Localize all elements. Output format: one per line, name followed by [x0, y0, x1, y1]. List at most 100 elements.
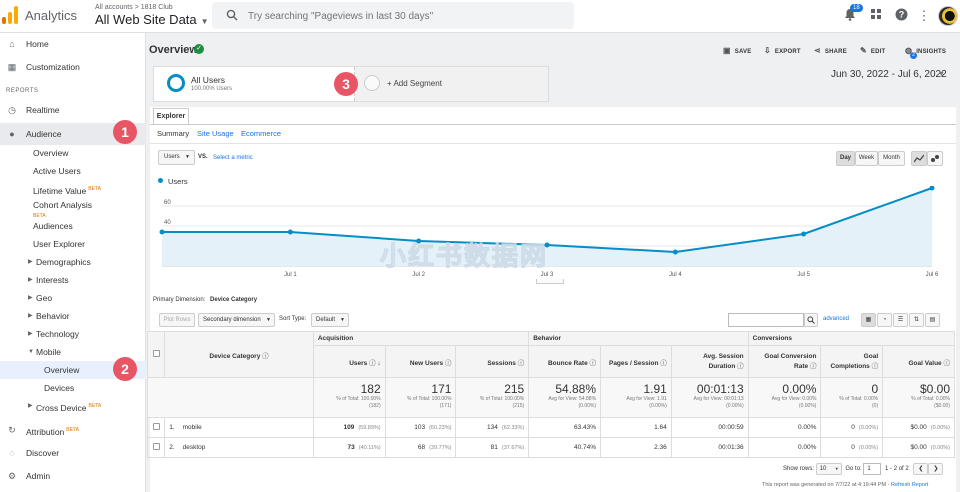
data-point[interactable]	[287, 229, 293, 235]
analytics-logo-icon[interactable]	[2, 6, 18, 24]
sidebar-item-user-explorer[interactable]: User Explorer	[33, 239, 85, 249]
data-point[interactable]	[159, 229, 165, 235]
table-view-icon[interactable]: ▦	[861, 313, 876, 327]
secondary-dimension-select[interactable]: Secondary dimension ▼	[198, 313, 275, 327]
pie-view-icon[interactable]: ◔	[877, 313, 892, 327]
col-goal-completions[interactable]: Goal Completions ⓘ	[820, 345, 884, 378]
sidebar-item-lifetime-value[interactable]: Lifetime Value BETA	[33, 185, 101, 196]
sidebar-item-cross-device[interactable]: ▶ Cross Device BETA	[0, 397, 146, 415]
granularity-week-button[interactable]: Week	[855, 151, 878, 166]
caret-down-icon[interactable]: ▼	[938, 71, 945, 78]
sidebar-item-home[interactable]: ⌂ Home	[0, 35, 146, 53]
row-checkbox[interactable]	[152, 443, 160, 450]
sidebar-item-admin[interactable]: ⚙ Admin	[0, 467, 146, 485]
segment-name[interactable]: All Users	[191, 75, 226, 85]
subtab-site-usage[interactable]: Site Usage	[197, 129, 234, 138]
row-dimension-link[interactable]: desktop	[182, 444, 206, 451]
select-all-checkbox[interactable]	[152, 350, 160, 357]
date-range-picker[interactable]: Jun 30, 2022 - Jul 6, 2022	[831, 69, 947, 80]
data-point[interactable]	[416, 238, 422, 244]
beta-badge: BETA	[88, 186, 101, 192]
sidebar-item-audience-overview[interactable]: Overview	[33, 148, 69, 158]
sidebar-item-geo[interactable]: ▶ Geo	[0, 289, 146, 307]
sidebar-item-cohort-analysis[interactable]: Cohort Analysis BETA	[33, 200, 93, 219]
dimension-header[interactable]: Device Category ⓘ	[164, 331, 314, 378]
granularity-month-button[interactable]: Month	[878, 151, 905, 166]
goto-page-input[interactable]: 1	[863, 463, 882, 475]
advanced-filter-link[interactable]: advanced	[823, 316, 850, 322]
view-selector[interactable]: All Web Site Data ▼	[95, 12, 209, 27]
col-new-users[interactable]: New Users ⓘ	[384, 345, 457, 378]
data-point[interactable]	[544, 242, 550, 248]
sidebar-item-attribution[interactable]: ↻ Attribution BETA	[0, 421, 146, 439]
sidebar-item-realtime[interactable]: ◷ Realtime	[0, 101, 146, 119]
share-button[interactable]: ⋖ SHARE	[814, 46, 847, 55]
sidebar-item-audiences[interactable]: Audiences	[33, 221, 73, 231]
sidebar-item-mobile-overview[interactable]: Overview	[0, 361, 146, 379]
motion-chart-toggle-icon[interactable]	[927, 151, 943, 166]
divider	[150, 143, 956, 144]
subtab-ecommerce[interactable]: Ecommerce	[241, 129, 282, 138]
col-pages-per-session[interactable]: Pages / Session ⓘ	[600, 345, 672, 378]
row-checkbox-cell[interactable]	[146, 417, 166, 438]
pivot-view-icon[interactable]: ▤	[925, 313, 940, 327]
help-icon[interactable]: ?	[893, 8, 909, 24]
sort-type-select[interactable]: Default ▼	[311, 313, 349, 327]
chart-resize-handle[interactable]	[536, 279, 564, 284]
plot-rows-button[interactable]: Plot Rows	[159, 313, 195, 327]
row-dimension-link[interactable]: mobile	[182, 424, 202, 431]
row-checkbox-cell[interactable]	[146, 437, 166, 458]
data-point[interactable]	[672, 249, 678, 255]
select-all-checkbox-cell[interactable]	[146, 331, 166, 378]
avatar[interactable]	[938, 6, 958, 26]
line-chart-toggle-icon[interactable]	[911, 151, 927, 166]
table-search-input[interactable]	[728, 313, 804, 327]
sidebar-item-active-users[interactable]: Active Users	[33, 166, 81, 176]
export-button[interactable]: ⇩ EXPORT	[764, 46, 801, 55]
sidebar-item-customization[interactable]: ▦ Customization	[0, 58, 146, 76]
performance-view-icon[interactable]: ☰	[893, 313, 908, 327]
sidebar-item-audience[interactable]: ● Audience	[0, 123, 146, 145]
insights-button[interactable]: ◍ INSIGHTS	[905, 46, 947, 55]
next-page-icon[interactable]: ❯	[928, 463, 944, 475]
row-dimension-cell: 1. mobile	[164, 417, 314, 438]
data-point[interactable]	[801, 231, 807, 237]
comparison-view-icon[interactable]: ⇅	[909, 313, 924, 327]
sidebar-item-technology[interactable]: ▶ Technology	[0, 325, 146, 343]
breadcrumb[interactable]: All accounts > 1818 Club	[95, 4, 173, 11]
col-goal-conversion-rate[interactable]: Goal Conversion Rate ⓘ	[747, 345, 822, 378]
show-rows-select[interactable]: 10 ▼	[815, 463, 842, 475]
col-bounce-rate[interactable]: Bounce Rate ⓘ	[528, 345, 602, 378]
edit-button[interactable]: ✎ EDIT	[860, 46, 886, 55]
watermark-text: 小红书数据网	[379, 241, 549, 272]
col-avg-session-duration[interactable]: Avg. Session Duration ⓘ	[670, 345, 749, 378]
tab-explorer[interactable]: Explorer	[153, 108, 189, 124]
add-segment-button[interactable]	[354, 67, 548, 101]
row-checkbox[interactable]	[152, 423, 160, 430]
sidebar-item-demographics[interactable]: ▶ Demographics	[0, 253, 146, 271]
select-metric-link[interactable]: Select a metric	[213, 155, 253, 161]
sidebar-item-mobile[interactable]: ▼ Mobile	[0, 343, 146, 361]
sidebar-item-interests[interactable]: ▶ Interests	[0, 271, 146, 289]
sidebar-item-behavior[interactable]: ▶ Behavior	[0, 307, 146, 325]
col-users[interactable]: Users ⓘ ↓	[312, 345, 386, 378]
more-vert-icon[interactable]: ⋮	[917, 8, 931, 23]
col-goal-value[interactable]: Goal Value ⓘ	[882, 345, 955, 378]
metric-select[interactable]: Users ▼	[158, 150, 195, 165]
table-search-icon[interactable]	[804, 313, 818, 327]
breadcrumb-all-accounts[interactable]: All accounts	[95, 4, 133, 11]
sidebar-item-discover[interactable]: ◌ Discover	[0, 444, 146, 462]
breadcrumb-account[interactable]: 1818 Club	[140, 4, 173, 11]
subtab-summary[interactable]: Summary	[157, 129, 190, 138]
col-sessions[interactable]: Sessions ⓘ	[455, 345, 530, 378]
apps-grid-icon[interactable]	[868, 8, 884, 24]
save-button[interactable]: ▣ SAVE	[723, 46, 752, 55]
data-point[interactable]	[929, 186, 935, 191]
search-bar[interactable]	[212, 2, 574, 29]
primary-dimension-value[interactable]: Device Category	[210, 297, 258, 303]
search-input[interactable]	[248, 8, 558, 24]
prev-page-icon[interactable]: ❮	[913, 463, 929, 475]
sidebar-item-devices[interactable]: Devices	[44, 383, 75, 393]
refresh-report-link[interactable]: Refresh Report	[891, 482, 929, 488]
granularity-day-button[interactable]: Day	[836, 151, 855, 166]
